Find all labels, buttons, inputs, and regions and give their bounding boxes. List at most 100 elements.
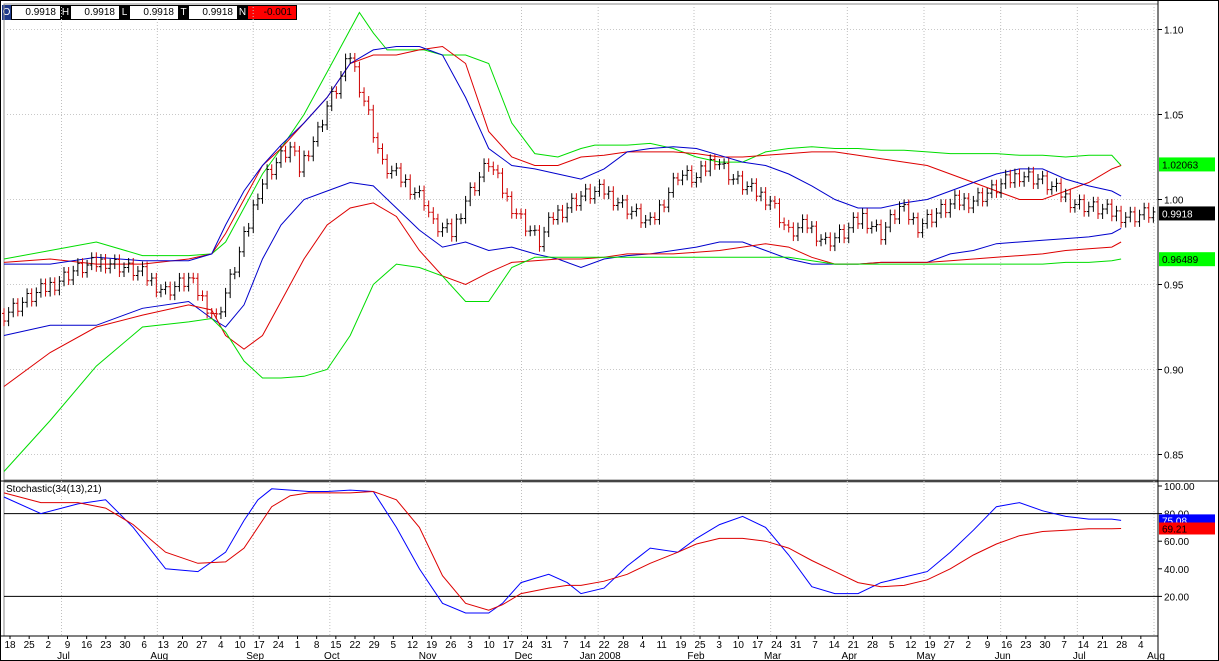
ohlc-bar — [209, 308, 214, 319]
x-day-label: 5 — [391, 640, 397, 651]
ohlc-bar — [1128, 206, 1133, 223]
x-day-label: 2 — [46, 640, 52, 651]
price-tick-label: 0.90 — [1164, 366, 1184, 377]
ohlc-bar — [426, 200, 431, 218]
ohlc-bar — [791, 222, 796, 242]
ohlc-bar — [1146, 202, 1151, 223]
ohlc-bar — [20, 297, 25, 317]
x-day-label: 15 — [330, 640, 342, 651]
ohlc-bar — [971, 195, 976, 214]
ohlc-bar — [348, 52, 353, 64]
ohlc-bar — [11, 298, 16, 318]
ohlc-bar — [214, 308, 219, 320]
x-month-label: Jul — [57, 651, 70, 661]
x-month-label: Jun — [995, 651, 1011, 661]
ohlc-bar — [842, 224, 847, 244]
ohlc-bar — [800, 214, 805, 233]
ohlc-bar — [237, 246, 242, 278]
ohlc-bar — [943, 199, 948, 218]
ohlc-bar — [311, 136, 316, 162]
ohlc-bar — [1022, 171, 1027, 187]
high-label: H — [61, 5, 70, 20]
ohlc-bar — [855, 212, 860, 229]
ohlc-bar — [1132, 206, 1137, 227]
ohlc-bar — [343, 53, 348, 82]
ohlc-bar — [1049, 181, 1054, 195]
x-day-label: 24 — [522, 640, 534, 651]
ohlc-bar — [472, 182, 477, 196]
x-day-label: 31 — [790, 640, 802, 651]
ohlc-bar — [329, 86, 334, 112]
stoch-line — [3, 488, 1122, 614]
ohlc-bar — [352, 52, 357, 72]
ohlc-bar — [1063, 188, 1068, 203]
ohlc-bar — [477, 171, 482, 196]
x-month-label: Mar — [764, 651, 782, 661]
x-day-label: 30 — [119, 640, 131, 651]
x-month-label: Jan 2008 — [580, 651, 622, 661]
price-tag-label: 1.02063 — [1162, 160, 1199, 171]
x-day-label: 3 — [467, 640, 473, 651]
ohlc-bar — [537, 225, 542, 252]
ohlc-bar — [754, 178, 759, 202]
ohlc-bar — [828, 232, 833, 252]
ohlc-bar — [985, 188, 990, 207]
ohlc-bar — [689, 165, 694, 188]
ohlc-bar — [380, 143, 385, 165]
ohlc-bar — [422, 185, 427, 211]
ohlc-bar — [186, 272, 191, 292]
x-day-label: 5 — [889, 640, 895, 651]
ohlc-bar — [634, 203, 639, 217]
ohlc-bar — [1017, 168, 1022, 187]
ohlc-bar — [1012, 168, 1017, 188]
ohlc-bar — [1105, 199, 1110, 215]
ohlc-bar — [338, 71, 343, 99]
ohlc-bar — [699, 160, 704, 183]
ohlc-bar — [542, 226, 547, 252]
ohlc-bar — [306, 150, 311, 162]
high-value: 0.9918 — [70, 5, 120, 20]
x-day-label: 9 — [65, 640, 71, 651]
x-day-label: 22 — [349, 640, 361, 651]
ohlc-bar — [103, 253, 108, 274]
band-line — [4, 46, 1122, 265]
ohlc-bar — [2, 308, 6, 327]
x-day-label: 26 — [445, 640, 457, 651]
ohlc-bar — [66, 267, 71, 286]
price-tag-box — [1159, 157, 1215, 172]
ohlc-bar — [357, 61, 362, 98]
ohlc-bar — [846, 222, 851, 244]
ohlc-bar — [408, 174, 413, 200]
ohlc-bar — [482, 158, 487, 183]
ohlc-bar — [112, 254, 117, 270]
ohlc-bar — [389, 165, 394, 179]
ohlc-bar — [412, 187, 417, 200]
ohlc-bar — [708, 154, 713, 177]
x-day-label: 18 — [4, 640, 16, 651]
ohlc-bar — [1142, 202, 1147, 220]
x-day-label: 7 — [563, 640, 569, 651]
ohlc-bar — [255, 193, 260, 211]
ohlc-bar — [117, 254, 122, 278]
ohlc-bar — [546, 212, 551, 238]
ohlc-bar — [989, 179, 994, 199]
ohlc-bar — [652, 212, 657, 225]
x-day-label: 23 — [1020, 640, 1032, 651]
ohlc-bar — [934, 208, 939, 228]
x-day-label: 11 — [656, 640, 667, 651]
ohlc-bar — [463, 195, 468, 224]
low-value: 0.9918 — [129, 5, 179, 20]
x-day-label: 12 — [905, 640, 917, 651]
ohlc-bar — [168, 281, 173, 301]
ohlc-bar — [772, 195, 777, 209]
ohlc-bar — [1008, 169, 1013, 188]
x-month-label: Jul — [1073, 651, 1086, 661]
ohlc-bar — [122, 262, 127, 278]
ohlc-bar — [398, 162, 403, 188]
ohlc-bar — [394, 162, 399, 176]
ohlc-bar — [703, 160, 708, 177]
ohlc-bar — [6, 307, 11, 327]
ohlc-bar — [182, 272, 187, 292]
x-month-label: Apr — [842, 651, 858, 661]
